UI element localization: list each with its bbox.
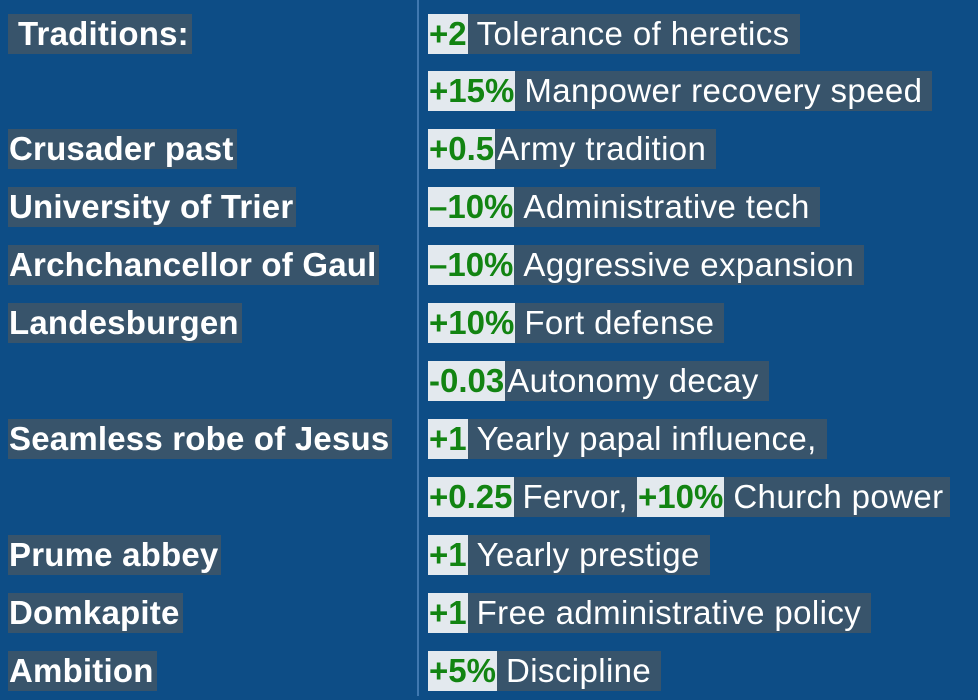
modifier-row: +0.25 Fervor, +10% Church power xyxy=(428,468,950,526)
modifier-text: Autonomy decay xyxy=(505,361,769,401)
modifier-text: Discipline xyxy=(496,651,662,691)
modifier-value: +10% xyxy=(428,303,516,343)
modifier-text: Free administrative policy xyxy=(467,593,872,633)
prume-abbey-row: Prume abbey xyxy=(8,526,222,584)
seamless-robe-row: Seamless robe of Jesus xyxy=(8,410,393,468)
modifier-value: –10% xyxy=(428,187,515,227)
landesburgen-label: Landesburgen xyxy=(8,303,242,343)
modifier-value: +1 xyxy=(428,535,468,575)
modifier-text: Yearly papal influence, xyxy=(467,419,827,459)
ambition-label: Ambition xyxy=(8,651,157,691)
modifier-text: Fervor, xyxy=(513,477,637,517)
domkapite-row: Domkapite xyxy=(8,584,183,642)
traditions-header: Traditions: xyxy=(8,14,192,54)
modifier-value: +0.5 xyxy=(428,129,496,169)
modifier-value: +15% xyxy=(428,71,516,111)
archchancellor-row: Archchancellor of Gaul xyxy=(8,236,380,294)
prume-abbey-label: Prume abbey xyxy=(8,535,222,575)
modifier-row: +10% Fort defense xyxy=(428,294,725,352)
modifier-text: Manpower recovery speed xyxy=(515,71,933,111)
domkapite-label: Domkapite xyxy=(8,593,183,633)
modifier-row: +15% Manpower recovery speed xyxy=(428,62,933,120)
modifier-value: -0.03 xyxy=(428,361,506,401)
modifier-text: Tolerance of heretics xyxy=(467,14,800,54)
modifier-text: Yearly prestige xyxy=(467,535,710,575)
modifier-value: +2 xyxy=(428,14,468,54)
modifier-value: +0.25 xyxy=(428,477,514,517)
modifier-text: Fort defense xyxy=(515,303,725,343)
modifier-row: +5% Discipline xyxy=(428,642,662,700)
modifier-row: +0.5 Army tradition xyxy=(428,120,717,178)
modifier-text: Aggressive expansion xyxy=(514,245,865,285)
ambition-row: Ambition xyxy=(8,642,157,700)
modifier-row: +1 Free administrative policy xyxy=(428,584,872,642)
modifier-text: Army tradition xyxy=(495,129,717,169)
modifier-value: –10% xyxy=(428,245,515,285)
modifier-row: –10% Aggressive expansion xyxy=(428,236,865,294)
modifier-text-secondary: Church power xyxy=(724,477,950,517)
modifier-row: +2 Tolerance of heretics xyxy=(428,5,800,63)
modifier-row: –10% Administrative tech xyxy=(428,178,820,236)
modifier-row: +1 Yearly papal influence, xyxy=(428,410,827,468)
column-divider xyxy=(417,0,419,696)
landesburgen-row: Landesburgen xyxy=(8,294,242,352)
modifier-value: +1 xyxy=(428,419,468,459)
modifier-value-secondary: +10% xyxy=(637,477,725,517)
traditions-header-row: Traditions: xyxy=(8,5,192,63)
modifier-text: Administrative tech xyxy=(514,187,820,227)
archchancellor-label: Archchancellor of Gaul xyxy=(8,245,380,285)
modifier-value: +1 xyxy=(428,593,468,633)
university-trier-row: University of Trier xyxy=(8,178,297,236)
modifier-row: +1 Yearly prestige xyxy=(428,526,710,584)
seamless-robe-label: Seamless robe of Jesus xyxy=(8,419,393,459)
modifier-row: -0.03 Autonomy decay xyxy=(428,352,769,410)
crusader-past-label: Crusader past xyxy=(8,129,237,169)
modifier-value: +5% xyxy=(428,651,497,691)
crusader-past-row: Crusader past xyxy=(8,120,237,178)
university-trier-label: University of Trier xyxy=(8,187,297,227)
